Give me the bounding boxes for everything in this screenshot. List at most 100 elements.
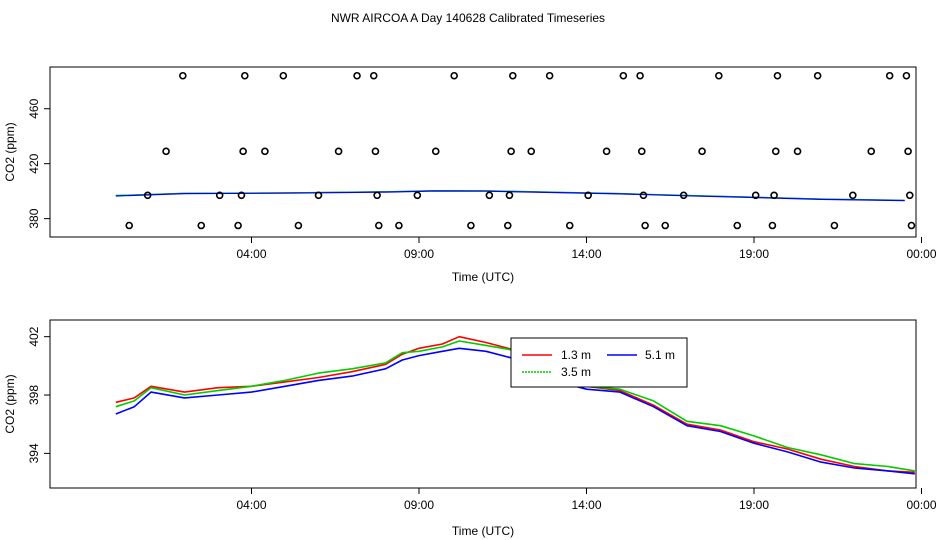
plot-frame-top <box>49 66 917 238</box>
x-tick-label: 00:00 <box>906 498 936 512</box>
scatter-point <box>369 71 378 80</box>
scatter-point <box>904 147 912 156</box>
x-tick-label: 19:00 <box>739 498 769 512</box>
x-tick-label: 00:00 <box>906 247 936 261</box>
scatter-point <box>294 221 303 230</box>
series-line-2 <box>115 190 905 202</box>
x-axis-label-top: Time (UTC) <box>452 270 514 284</box>
x-axis-top: 04:00 09:00 14:00 19:00 00:00 <box>236 237 936 261</box>
scatter-point <box>279 71 288 80</box>
scatter-point <box>508 71 517 80</box>
scatter-point <box>565 221 574 230</box>
scatter-point <box>143 191 152 200</box>
scatter-point <box>239 147 247 156</box>
legend-label-5-1m: 5.1 m <box>645 348 675 362</box>
y-tick-label: 398 <box>27 385 41 405</box>
scatter-point <box>902 71 911 80</box>
scatter-point <box>602 147 611 156</box>
scatter-point <box>885 71 894 80</box>
y-axis-label-top: CO2 (ppm) <box>3 122 17 181</box>
legend: 1.3 m 5.1 m 3.5 m <box>510 337 688 388</box>
scatter-point <box>261 147 269 156</box>
scatter-point <box>395 221 403 230</box>
x-tick-label: 04:00 <box>236 247 266 261</box>
series-lines-top <box>115 190 905 202</box>
scatter-point <box>241 71 249 80</box>
scatter-point <box>373 191 381 200</box>
scatter-point <box>793 147 802 156</box>
scatter-point <box>771 147 780 156</box>
y-axis-top: 380 420 460 <box>27 98 50 229</box>
scatter-point <box>733 221 742 230</box>
scatter-point <box>768 221 777 230</box>
scatter-point <box>371 147 380 156</box>
y-tick-label: 394 <box>27 443 41 463</box>
scatter-point <box>715 71 723 80</box>
scatter-point <box>545 71 554 80</box>
y-axis-bottom: 394 398 402 <box>27 326 50 463</box>
scatter-point <box>485 191 494 200</box>
scatter-point <box>641 221 649 230</box>
legend-label-3-5m: 3.5 m <box>561 365 591 379</box>
y-tick-label: 402 <box>27 326 41 346</box>
scatter-point <box>450 71 458 80</box>
scatter-point <box>619 71 628 80</box>
scatter-point <box>314 191 323 200</box>
x-tick-label: 04:00 <box>236 498 266 512</box>
scatter-point <box>507 147 515 156</box>
panel-top-scatter: 380 420 460 04:00 09:00 14:00 19:00 00:00 Time… <box>3 66 936 284</box>
scatter-point <box>639 191 648 200</box>
scatter-point <box>849 191 857 200</box>
scatter-points-top <box>125 71 916 230</box>
scatter-point <box>503 221 512 230</box>
scatter-point <box>773 71 782 80</box>
scatter-point <box>636 71 644 80</box>
x-tick-label: 09:00 <box>404 247 434 261</box>
scatter-point <box>215 191 224 200</box>
scatter-point <box>751 191 760 200</box>
x-axis-label-bottom: Time (UTC) <box>452 524 514 538</box>
y-tick-label: 460 <box>27 98 41 118</box>
scatter-point <box>353 71 361 80</box>
scatter-point <box>584 191 592 200</box>
scatter-point <box>431 147 440 156</box>
series-lines-bottom <box>115 335 915 475</box>
scatter-point <box>374 221 383 230</box>
scatter-point <box>637 147 646 156</box>
scatter-point <box>467 221 475 230</box>
legend-label-1-3m: 1.3 m <box>561 348 591 362</box>
plot-frame-bottom <box>49 319 917 489</box>
chart-title: NWR AIRCOA A Day 140628 Calibrated Times… <box>331 11 605 25</box>
scatter-point <box>698 147 706 156</box>
panel-bottom-lines: 394 398 402 04:00 09:00 14:00 19:00 00:00 Time… <box>3 319 936 538</box>
y-axis-label-bottom: CO2 (ppm) <box>3 374 17 433</box>
scatter-point <box>237 191 246 200</box>
x-tick-label: 14:00 <box>571 498 601 512</box>
series-line-1-3-m <box>115 335 915 474</box>
scatter-point <box>679 191 688 200</box>
scatter-point <box>234 221 242 230</box>
scatter-point <box>907 221 916 230</box>
scatter-point <box>527 147 536 156</box>
scatter-point <box>905 191 914 200</box>
series-line-3-5-m <box>115 340 915 472</box>
scatter-point <box>413 191 422 200</box>
scatter-point <box>867 147 876 156</box>
scatter-point <box>125 221 134 230</box>
series-line-5-1-m <box>115 347 915 475</box>
x-tick-label: 14:00 <box>571 247 601 261</box>
scatter-point <box>661 221 670 230</box>
scatter-point <box>162 147 170 156</box>
scatter-point <box>830 221 839 230</box>
scatter-point <box>505 191 514 200</box>
scatter-point <box>179 71 187 80</box>
legend-box <box>510 337 688 388</box>
x-tick-label: 09:00 <box>404 498 434 512</box>
scatter-point <box>334 147 343 156</box>
x-axis-bottom: 04:00 09:00 14:00 19:00 00:00 <box>236 488 936 512</box>
scatter-point <box>197 221 206 230</box>
scatter-point <box>813 71 822 80</box>
y-tick-label: 420 <box>27 153 41 173</box>
scatter-point <box>770 191 778 200</box>
